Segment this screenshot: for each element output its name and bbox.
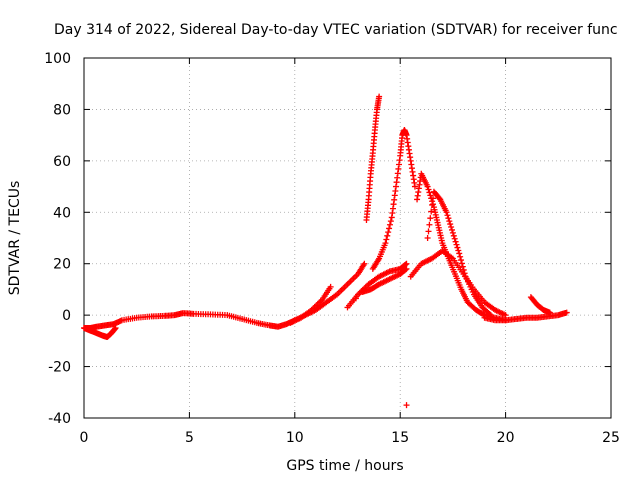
chart-title: Day 314 of 2022, Sidereal Day-to-day VTE… bbox=[54, 22, 618, 38]
data-point bbox=[458, 257, 465, 264]
data-point bbox=[425, 186, 432, 193]
data-point bbox=[411, 183, 418, 190]
data-point bbox=[402, 266, 409, 273]
x-axis-label: GPS time / hours bbox=[286, 458, 403, 474]
data-point bbox=[430, 201, 437, 208]
data-point bbox=[445, 215, 452, 222]
data-point bbox=[457, 253, 464, 260]
data-point bbox=[453, 241, 460, 248]
data-point bbox=[386, 221, 393, 228]
data-point bbox=[450, 232, 457, 239]
data-point bbox=[385, 229, 392, 236]
x-tick-label: 10 bbox=[286, 430, 304, 446]
data-point bbox=[403, 402, 410, 409]
data-point bbox=[428, 208, 435, 215]
data-point bbox=[449, 229, 456, 236]
data-point bbox=[426, 221, 433, 228]
data-point bbox=[451, 235, 458, 242]
data-point bbox=[361, 260, 368, 267]
data-point bbox=[448, 226, 455, 233]
data-point bbox=[427, 192, 434, 199]
y-tick-label: 80 bbox=[53, 102, 71, 118]
data-point bbox=[376, 93, 383, 100]
data-point bbox=[430, 195, 437, 202]
data-point bbox=[387, 218, 394, 225]
data-point bbox=[456, 250, 463, 257]
x-tick-label: 0 bbox=[80, 430, 89, 446]
y-tick-label: -20 bbox=[48, 360, 71, 376]
data-point bbox=[444, 212, 451, 219]
y-tick-label: 40 bbox=[53, 205, 71, 221]
data-point bbox=[455, 247, 462, 254]
data-point bbox=[563, 309, 570, 316]
data-point bbox=[425, 228, 432, 235]
y-tick-label: 100 bbox=[44, 51, 71, 67]
y-tick-label: 0 bbox=[62, 308, 71, 324]
data-point bbox=[427, 215, 434, 222]
x-tick-label: 25 bbox=[602, 430, 620, 446]
tick-labels: 0 5 10 15 20 25 -40 -20 0 20 40 60 80 100 bbox=[44, 51, 620, 446]
data-point bbox=[448, 223, 455, 230]
data-point bbox=[112, 325, 119, 331]
data-point bbox=[384, 232, 391, 239]
data-point bbox=[443, 209, 450, 216]
data-point bbox=[403, 265, 410, 272]
data-point bbox=[327, 283, 334, 290]
data-point bbox=[424, 235, 431, 241]
data-marks bbox=[81, 93, 570, 409]
data-point bbox=[454, 244, 461, 251]
data-point bbox=[402, 261, 409, 268]
data-point bbox=[546, 309, 553, 316]
y-tick-label: 20 bbox=[53, 257, 71, 273]
axis-ticks bbox=[83, 57, 612, 419]
data-point bbox=[424, 183, 431, 190]
data-point bbox=[480, 311, 487, 318]
data-point bbox=[382, 240, 389, 247]
data-point bbox=[352, 295, 359, 302]
grid-lines bbox=[84, 58, 611, 418]
x-tick-label: 5 bbox=[185, 430, 194, 446]
data-point bbox=[429, 201, 436, 208]
y-tick-label: -40 bbox=[48, 411, 71, 427]
data-point bbox=[458, 260, 465, 267]
y-tick-label: 60 bbox=[53, 154, 71, 170]
data-point bbox=[403, 260, 410, 267]
y-axis-label: SDTVAR / TECUs bbox=[7, 181, 23, 296]
data-point bbox=[447, 221, 454, 228]
plot-frame bbox=[83, 57, 612, 419]
data-point bbox=[502, 312, 509, 319]
x-tick-label: 15 bbox=[391, 430, 409, 446]
data-point bbox=[386, 225, 393, 232]
data-point bbox=[446, 218, 453, 225]
x-tick-label: 20 bbox=[497, 430, 515, 446]
data-point bbox=[426, 189, 433, 196]
data-point bbox=[452, 238, 459, 245]
data-point bbox=[383, 236, 390, 243]
